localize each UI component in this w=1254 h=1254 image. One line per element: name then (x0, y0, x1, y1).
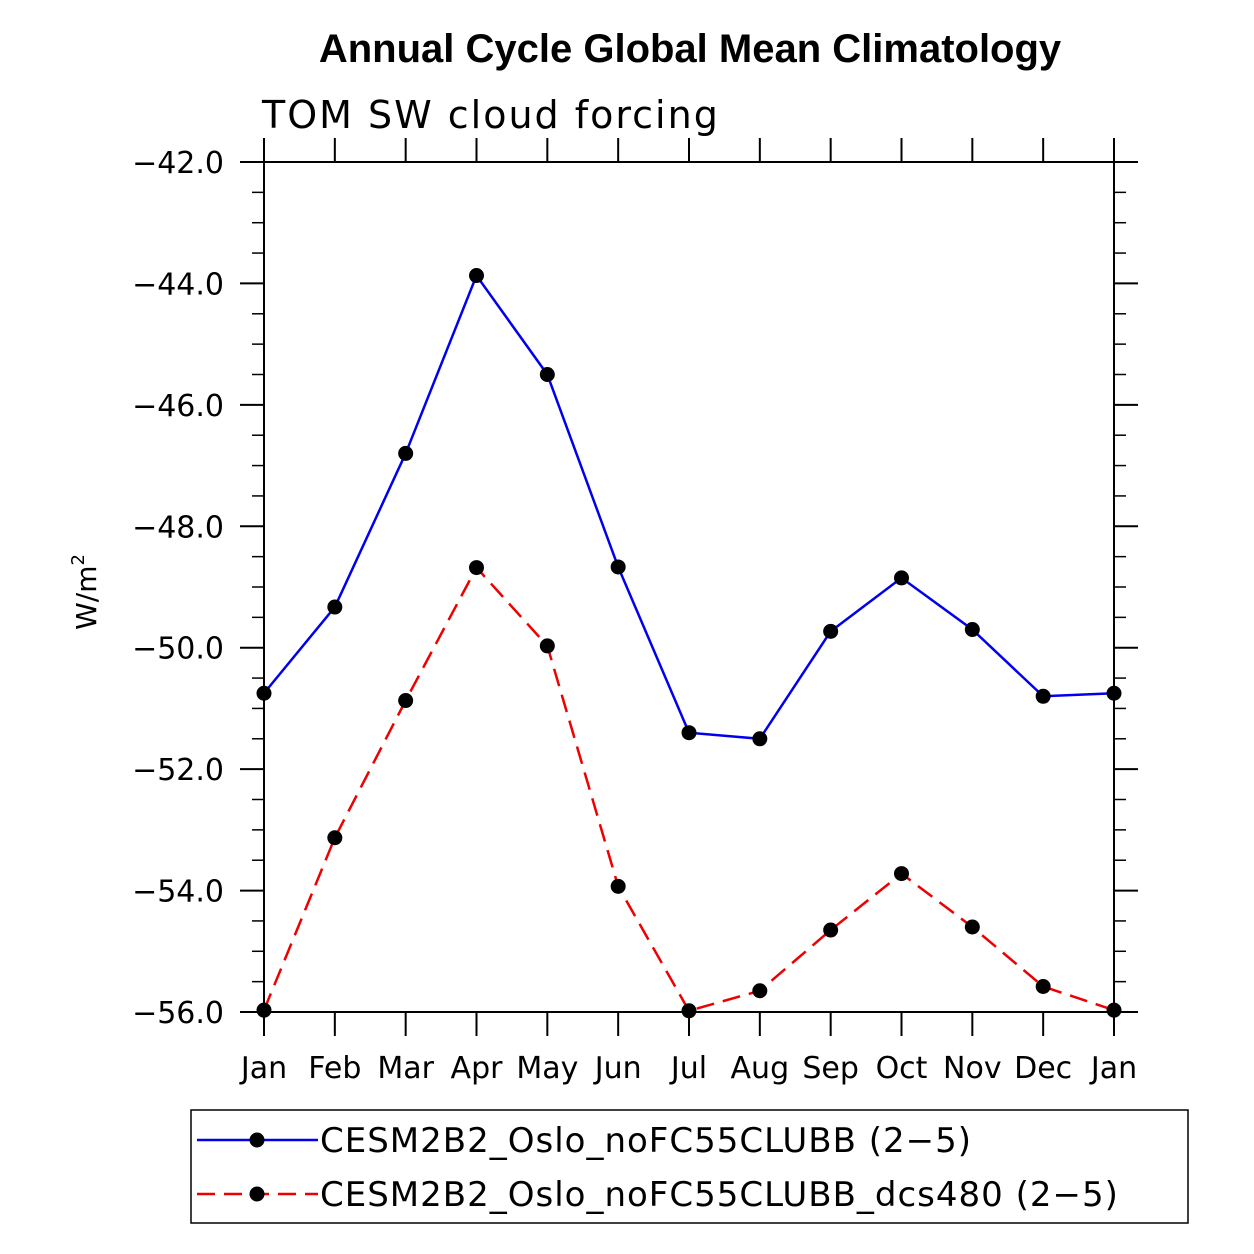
series-1-point (823, 623, 839, 639)
series-2-point (469, 560, 484, 576)
series-line-1 (263, 272, 1115, 741)
y-axis-label-unit: W/m (70, 566, 103, 630)
x-tick-label: Jul (669, 1051, 707, 1086)
series-1-point (1035, 688, 1051, 704)
series-2-point (1106, 1002, 1122, 1018)
series (256, 268, 1122, 1019)
series-2-point (894, 866, 909, 882)
x-tick-label: Aug (731, 1051, 790, 1086)
y-tick-label: −42.0 (132, 146, 224, 181)
y-axis-label: W/m2 (68, 554, 103, 630)
y-tick-label: −46.0 (132, 389, 224, 424)
y-tick-label: −54.0 (132, 875, 224, 910)
series-1-point (752, 731, 768, 747)
legend-marker-2 (249, 1186, 265, 1202)
x-tick-label: Jan (239, 1051, 287, 1086)
x-tick-label: Nov (943, 1051, 1002, 1086)
series-line-2 (262, 565, 1115, 1013)
chart-subtitle: TOM SW cloud forcing (261, 93, 720, 137)
series-1-point (398, 445, 414, 461)
series-1-point (539, 367, 555, 382)
series-1-point (964, 622, 980, 637)
y-tick-label: −56.0 (132, 996, 224, 1031)
x-tick-label: May (516, 1051, 578, 1086)
series-2-point (398, 693, 414, 709)
x-tick-label: Jan (1089, 1051, 1137, 1086)
series-2-point (823, 922, 839, 938)
series-2-point (681, 1003, 697, 1019)
x-tick-label: Feb (308, 1051, 361, 1086)
y-tick-label: −48.0 (132, 510, 224, 545)
series-1-point (894, 570, 909, 586)
y-axis-label-superscript: 2 (68, 554, 89, 565)
series-1-point (327, 599, 343, 615)
axes: −42.0 −44.0 −46.0 −48.0 −50.0 −52.0 −54.0 −56.0… (132, 138, 1138, 1086)
series-1-point (610, 559, 626, 575)
legend-box (190, 1109, 1189, 1224)
series-2-point (327, 830, 343, 846)
series-1-point (256, 685, 272, 701)
x-tick-label: Mar (377, 1051, 434, 1086)
x-tick-label: Jun (593, 1051, 642, 1086)
legend: CESM2B2_Oslo_noFC55CLUBB (2−5) CESM2B2_Os… (190, 1109, 1189, 1224)
series-1-point (1106, 685, 1122, 701)
legend-label-2: CESM2B2_Oslo_noFC55CLUBB_dcs480 (2−5) (320, 1175, 1119, 1215)
series-1-point (469, 268, 484, 284)
legend-marker-1 (249, 1132, 265, 1148)
series-1-point (681, 725, 697, 741)
series-2-point (539, 638, 555, 654)
series-2-point (256, 1002, 272, 1018)
plot-frame (263, 161, 1115, 1013)
y-tick-label: −44.0 (132, 267, 224, 302)
legend-label-1: CESM2B2_Oslo_noFC55CLUBB (2−5) (320, 1121, 972, 1161)
x-tick-label: Apr (451, 1051, 504, 1086)
x-tick-label: Oct (876, 1051, 928, 1086)
y-tick-label: −52.0 (132, 753, 224, 788)
series-2-point (752, 983, 768, 999)
series-2-point (964, 919, 980, 935)
series-2-point (1035, 979, 1051, 994)
series-2-point (610, 878, 626, 894)
y-tick-label: −50.0 (132, 632, 224, 667)
x-tick-label: Sep (802, 1051, 859, 1086)
x-tick-label: Dec (1014, 1051, 1072, 1086)
chart-title: Annual Cycle Global Mean Climatology (319, 27, 1062, 71)
